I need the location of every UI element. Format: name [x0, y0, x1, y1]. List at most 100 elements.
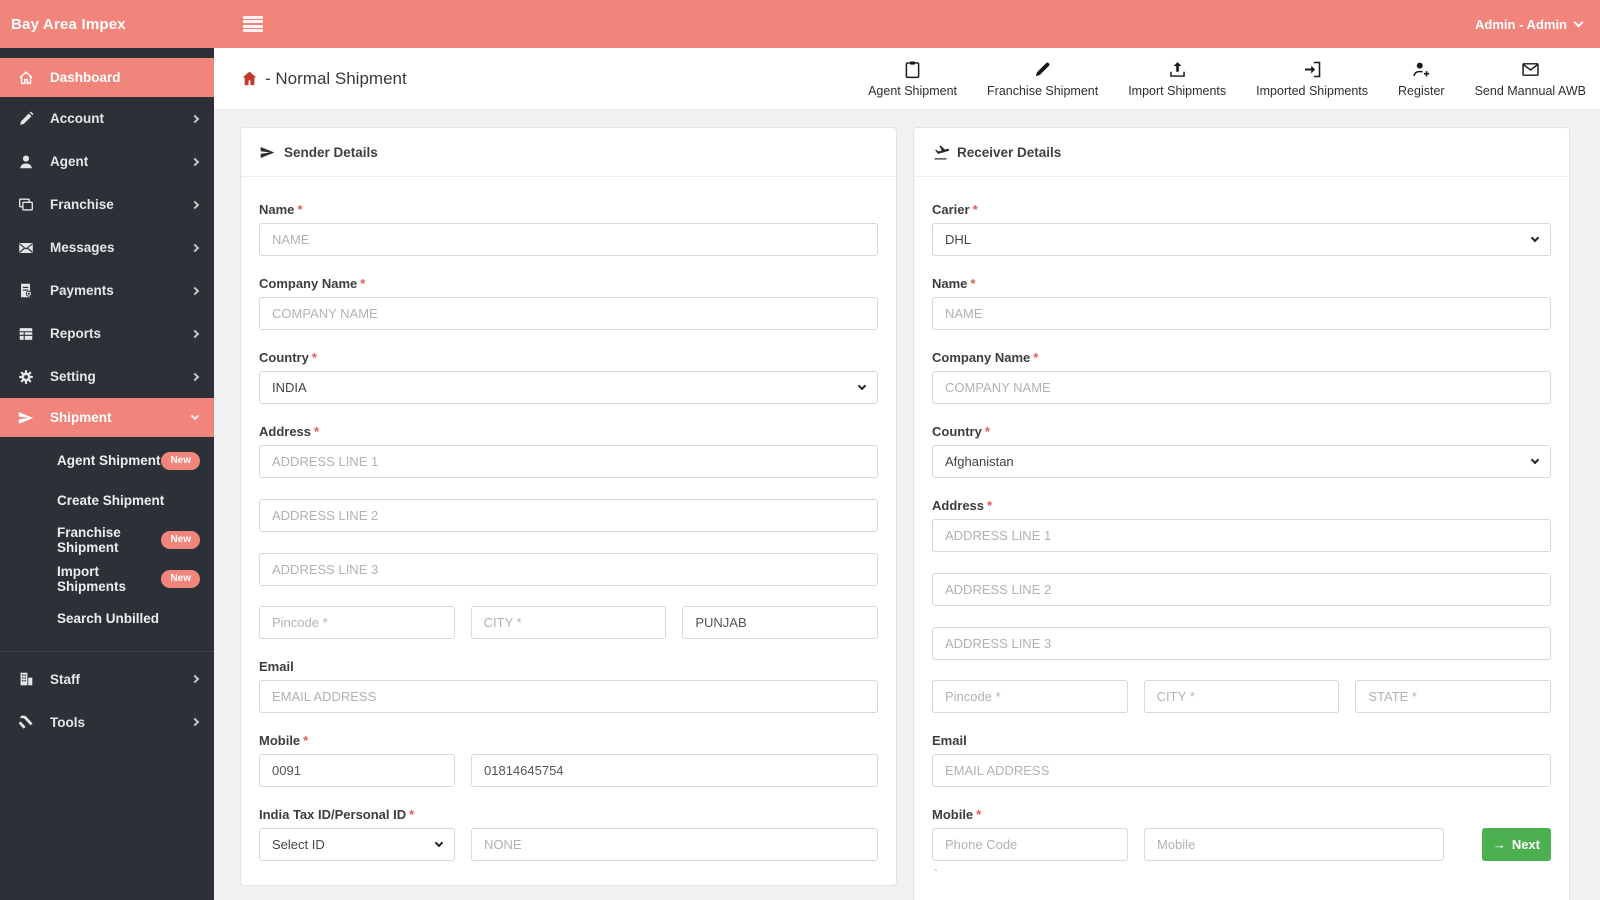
receiver-address2-input[interactable]	[932, 573, 1551, 606]
action-register[interactable]: Register	[1398, 59, 1445, 98]
receiver-mobile-group: Mobile* → Next `	[932, 807, 1551, 881]
clipboard-icon	[905, 61, 920, 79]
sender-state-input[interactable]	[682, 606, 879, 639]
receiver-country-select[interactable]: Afghanistan	[932, 445, 1551, 478]
sender-name-input[interactable]	[259, 223, 878, 256]
receiver-city-input[interactable]	[1143, 680, 1340, 713]
sidebar-item-setting[interactable]: Setting	[0, 355, 214, 398]
chevron-down-icon	[857, 381, 867, 391]
admin-menu[interactable]: Admin - Admin	[1475, 17, 1600, 32]
sidebar: Dashboard Account Agent Franchise Messag…	[0, 48, 214, 900]
sender-pincode-input[interactable]	[259, 606, 455, 639]
sender-country-select[interactable]: INDIA	[259, 371, 878, 404]
flight-takeoff-icon	[260, 146, 275, 159]
chevron-down-icon	[1530, 233, 1540, 243]
sender-pincode-city-state-row	[259, 606, 879, 639]
receiver-name-input[interactable]	[932, 297, 1551, 330]
receiver-mobile-input[interactable]	[1144, 828, 1444, 861]
sender-taxid-group: India Tax ID/Personal ID * Select ID	[259, 807, 878, 861]
chevron-down-icon	[434, 838, 444, 848]
person-plus-icon	[1413, 62, 1429, 77]
page-header: - Normal Shipment Agent Shipment Franchi…	[214, 48, 1600, 110]
receiver-panel-title: Receiver Details	[957, 145, 1062, 160]
sidebar-item-payments[interactable]: Payments	[0, 269, 214, 312]
required-mark: *	[303, 733, 309, 748]
sender-company-group: Company Name *	[259, 276, 878, 330]
receiver-address3-input[interactable]	[932, 627, 1551, 660]
chevron-right-icon	[190, 674, 200, 684]
brand-logo: Bay Area Impex	[11, 15, 126, 33]
sender-mobile-input[interactable]	[471, 754, 878, 787]
person-icon	[17, 153, 35, 171]
required-mark: *	[970, 276, 976, 291]
submenu-item-franchise-shipment[interactable]: Franchise Shipment New	[0, 520, 214, 560]
sidebar-item-reports[interactable]: Reports	[0, 312, 214, 355]
sidebar-item-staff[interactable]: Staff	[0, 658, 214, 701]
sender-company-input[interactable]	[259, 297, 878, 330]
receiver-carrier-group: Carier * DHL	[932, 202, 1551, 256]
receiver-panel-header: Receiver Details	[914, 128, 1569, 177]
sender-email-input[interactable]	[259, 680, 878, 713]
sender-mobile-group: Mobile *	[259, 733, 878, 787]
sidebar-item-shipment[interactable]: Shipment	[0, 398, 214, 437]
sender-address-group: Address *	[259, 424, 878, 586]
action-franchise-shipment[interactable]: Franchise Shipment	[987, 59, 1098, 98]
receiver-address1-input[interactable]	[932, 519, 1551, 552]
topbar: Bay Area Impex Admin - Admin	[0, 0, 1600, 48]
sender-address1-input[interactable]	[259, 445, 878, 478]
chevron-right-icon	[190, 243, 200, 252]
flight-landing-icon	[934, 145, 949, 160]
receiver-carrier-select[interactable]: DHL	[932, 223, 1551, 256]
submenu-item-import-shipments[interactable]: Import Shipments New	[0, 560, 214, 600]
sender-address2-input[interactable]	[259, 499, 878, 532]
required-mark: *	[409, 807, 415, 822]
receiver-phone-code-input[interactable]	[932, 828, 1128, 861]
cards-icon	[17, 196, 35, 214]
next-button[interactable]: → Next	[1481, 828, 1551, 861]
required-mark: *	[1033, 350, 1039, 365]
pencil-icon	[17, 110, 35, 128]
sidebar-item-agent[interactable]: Agent	[0, 140, 214, 183]
new-badge: New	[161, 570, 200, 589]
submenu-item-create-shipment[interactable]: Create Shipment	[57, 492, 165, 508]
home-icon	[17, 69, 35, 87]
new-badge: New	[161, 530, 200, 549]
required-mark: *	[297, 202, 303, 217]
receiver-company-input[interactable]	[932, 371, 1551, 404]
submenu-item-search-unbilled[interactable]: Search Unbilled	[57, 611, 160, 627]
required-mark: *	[360, 276, 366, 291]
sender-phone-code-input[interactable]	[259, 754, 455, 787]
sender-email-group: Email	[259, 659, 878, 713]
receiver-email-group: Email	[932, 733, 1551, 787]
action-import-shipments[interactable]: Import Shipments	[1128, 59, 1226, 98]
submenu-item-agent-shipment[interactable]: Agent Shipment New	[0, 441, 214, 481]
required-mark: *	[987, 498, 993, 513]
sidebar-item-tools[interactable]: Tools	[0, 701, 214, 744]
sidebar-item-account[interactable]: Account	[0, 97, 214, 140]
action-agent-shipment[interactable]: Agent Shipment	[868, 59, 957, 98]
gear-icon	[17, 368, 35, 386]
sidebar-item-dashboard[interactable]: Dashboard	[0, 58, 214, 97]
sender-taxid-input[interactable]	[471, 828, 878, 861]
hamburger-menu-icon[interactable]	[243, 16, 263, 32]
sidebar-item-messages[interactable]: Messages	[0, 226, 214, 269]
chevron-right-icon	[190, 157, 200, 166]
receiver-state-input[interactable]	[1355, 680, 1552, 713]
hammer-icon	[17, 713, 35, 731]
sender-taxid-select[interactable]: Select ID	[259, 828, 455, 861]
content-area: Sender Details Name* Company Name* Count…	[214, 110, 1600, 900]
sender-address3-input[interactable]	[259, 553, 878, 586]
receiver-country-group: Country * Afghanistan	[932, 424, 1551, 478]
sender-country-group: Country * INDIA	[259, 350, 878, 404]
action-imported-shipments[interactable]: Imported Shipments	[1256, 59, 1368, 98]
receiver-pincode-input[interactable]	[932, 680, 1128, 713]
shipment-submenu: Agent Shipment New Create Shipment Franc…	[0, 437, 214, 649]
chevron-right-icon	[190, 200, 200, 209]
receipt-icon	[17, 282, 35, 300]
action-send-manual-awb[interactable]: Send Mannual AWB	[1475, 59, 1586, 98]
sender-city-input[interactable]	[470, 606, 667, 639]
required-mark: *	[311, 350, 317, 365]
receiver-email-input[interactable]	[932, 754, 1551, 787]
chevron-down-icon	[190, 411, 200, 421]
sidebar-item-franchise[interactable]: Franchise	[0, 183, 214, 226]
